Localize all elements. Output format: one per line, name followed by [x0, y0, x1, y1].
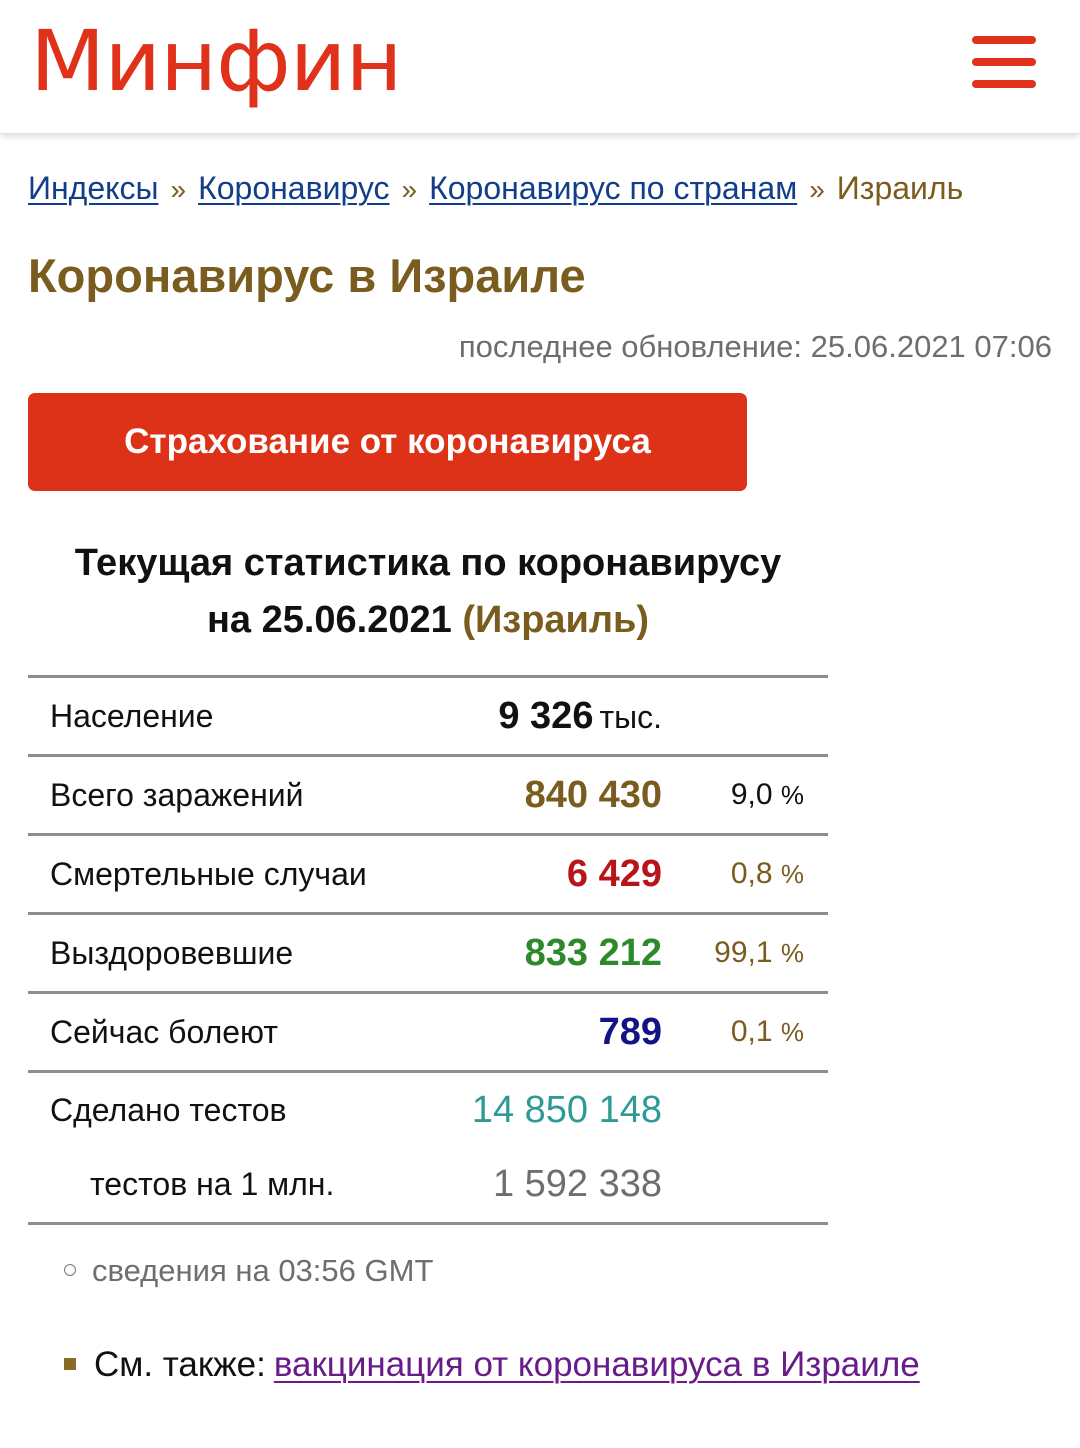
- tests-per-million-value: 1 592 338: [492, 1163, 662, 1206]
- stats-heading-line2: на 25.06.2021 (Израиль): [28, 592, 828, 649]
- percent-sign: %: [780, 780, 804, 810]
- value-number: 9 326: [498, 694, 594, 737]
- row-label: тестов на 1 млн.: [90, 1166, 335, 1203]
- stats-row-tests-per-million: тестов на 1 млн. 1 592 338: [28, 1148, 828, 1224]
- square-bullet-icon: [64, 1357, 76, 1370]
- breadcrumb-indexes[interactable]: Индексы: [28, 170, 159, 206]
- stats-row-recovered: Выздоровевшие 833 212 99,1 %: [28, 913, 828, 993]
- row-percent: 0,1 %: [662, 993, 828, 1072]
- row-label: Население: [50, 697, 214, 734]
- stats-row-deaths: Смертельные случаи 6 429 0,8 %: [28, 834, 828, 914]
- deaths-value: 6 429: [566, 852, 662, 895]
- breadcrumb-current-israel: Израиль: [836, 170, 964, 206]
- source-note-text: сведения на 03:56 GMT: [92, 1253, 434, 1288]
- site-header: Минфин: [0, 0, 1080, 134]
- row-percent: [662, 1148, 828, 1224]
- source-note: сведения на 03:56 GMT: [64, 1250, 433, 1292]
- breadcrumb-coronavirus[interactable]: Коронавирус: [198, 170, 390, 206]
- see-also-label: См. также:: [94, 1345, 266, 1384]
- total-cases-value: 840 430: [524, 773, 662, 816]
- active-value: 789: [598, 1010, 662, 1053]
- row-label: Всего заражений: [50, 776, 304, 813]
- stats-row-population: Население 9 326 тыс.: [28, 676, 828, 756]
- circle-bullet-icon: [64, 1263, 76, 1276]
- menu-bar: [972, 36, 1036, 44]
- row-percent: 9,0 %: [662, 756, 828, 835]
- percent-number: 0,8: [730, 857, 773, 890]
- percent-number: 99,1: [714, 936, 773, 969]
- see-also: См. также: вакцинация от коронавируса в И…: [64, 1342, 920, 1388]
- minfin-logo[interactable]: Минфин: [30, 12, 403, 110]
- hamburger-menu-icon[interactable]: [970, 34, 1038, 90]
- stats-row-tests: Сделано тестов 14 850 148: [28, 1071, 828, 1148]
- last-updated-timestamp: последнее обновление: 25.06.2021 07:06: [458, 329, 1052, 364]
- percent-number: 0,1: [730, 1015, 773, 1048]
- menu-bar: [972, 80, 1036, 88]
- breadcrumb-coronavirus-by-country[interactable]: Коронавирус по странам: [429, 170, 798, 206]
- percent-sign: %: [780, 938, 804, 968]
- value-unit: тыс.: [599, 698, 662, 735]
- stats-heading: Текущая статистика по коронавирусу на 25…: [28, 535, 828, 649]
- row-percent: 0,8 %: [662, 835, 828, 914]
- stats-heading-line1: Текущая статистика по коронавирусу: [74, 542, 782, 584]
- row-label: Смертельные случаи: [50, 855, 367, 892]
- stats-table: Население 9 326 тыс. Всего заражений 840 …: [28, 675, 828, 1225]
- percent-number: 9,0: [730, 778, 773, 811]
- stats-row-active: Сейчас болеют 789 0,1 %: [28, 992, 828, 1072]
- percent-sign: %: [780, 1017, 804, 1047]
- row-percent: 99,1 %: [662, 914, 828, 993]
- page-title: Коронавирус в Израиле: [28, 249, 586, 302]
- row-label: Сейчас болеют: [50, 1013, 278, 1050]
- row-label: Выздоровевшие: [50, 934, 294, 971]
- row-percent: [662, 1072, 828, 1148]
- tests-value: 14 850 148: [471, 1088, 662, 1131]
- coronavirus-insurance-button[interactable]: Страхование от коронавируса: [28, 393, 747, 491]
- stats-row-total-cases: Всего заражений 840 430 9,0 %: [28, 755, 828, 835]
- vaccination-israel-link[interactable]: вакцинация от коронавируса в Израиле: [273, 1345, 920, 1384]
- breadcrumb-separator: »: [401, 174, 418, 205]
- population-value: 9 326 тыс.: [428, 677, 662, 756]
- row-label: Сделано тестов: [50, 1091, 287, 1128]
- stats-date: на 25.06.2021: [206, 599, 452, 641]
- breadcrumb: Индексы » Коронавирус » Коронавирус по стран…: [28, 166, 1068, 212]
- percent-sign: %: [780, 859, 804, 889]
- row-percent: [662, 677, 828, 756]
- recovered-value: 833 212: [524, 931, 662, 974]
- breadcrumb-separator: »: [809, 174, 825, 205]
- menu-bar: [972, 58, 1036, 66]
- stats-country: (Израиль): [462, 599, 650, 641]
- breadcrumb-separator: »: [170, 174, 187, 205]
